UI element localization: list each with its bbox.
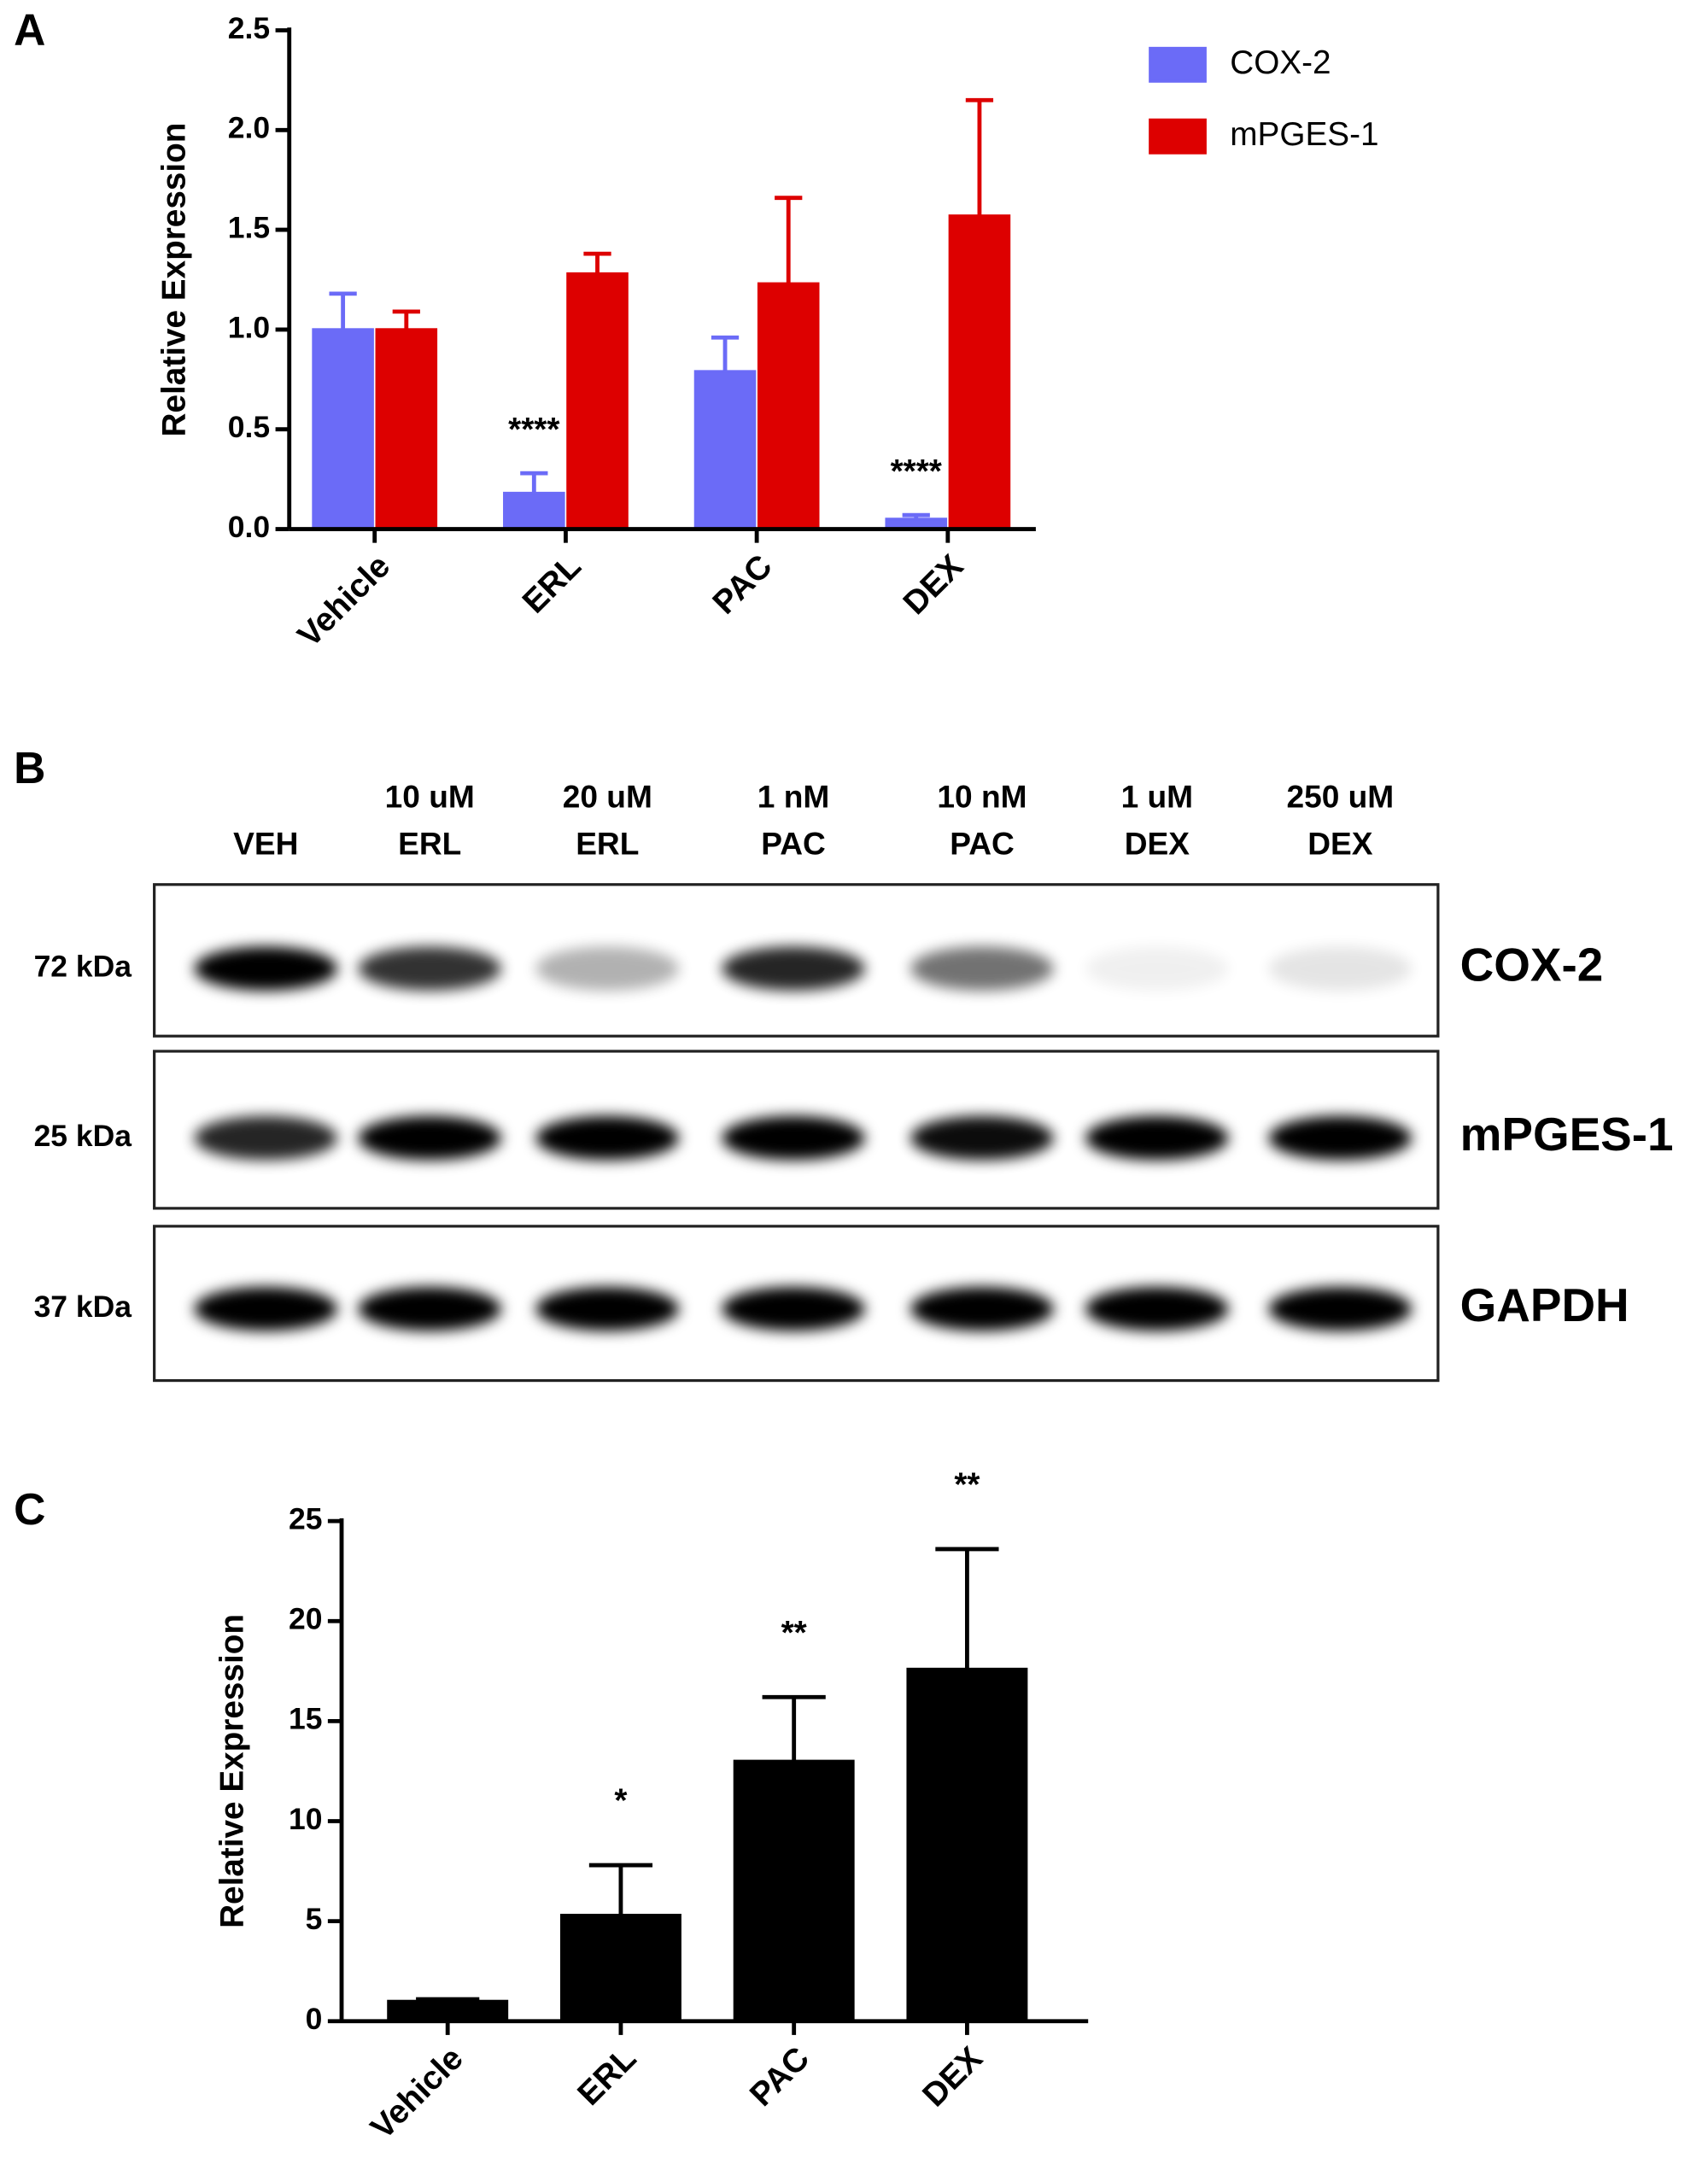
protein-label: GAPDH <box>1460 1278 1629 1331</box>
protein-label: COX-2 <box>1460 939 1604 991</box>
significance-label: **** <box>891 453 943 490</box>
significance-label: * <box>614 1783 628 1820</box>
blot-band <box>1268 1286 1413 1331</box>
marker-label: 25 kDa <box>34 1119 132 1153</box>
y-tick-label: 0 <box>306 2002 323 2036</box>
y-tick-label: 2.0 <box>228 111 270 145</box>
lane-label: VEH <box>233 825 298 861</box>
x-tick-label: PAC <box>743 2040 816 2114</box>
blot-band <box>1085 1115 1229 1161</box>
y-tick-label: 1.0 <box>228 310 270 344</box>
blot-band <box>194 1286 338 1331</box>
lane-label: DEX <box>1307 825 1373 861</box>
panel-label: B <box>14 743 45 793</box>
marker-label: 72 kDa <box>34 950 132 984</box>
protein-label: mPGES-1 <box>1460 1108 1674 1161</box>
x-tick-label: DEX <box>897 547 971 622</box>
lane-label: 1 nM <box>757 779 829 815</box>
lane-label: 10 uM <box>385 779 475 815</box>
significance-label: **** <box>508 412 560 448</box>
blot-band <box>722 946 865 991</box>
y-tick-label: 25 <box>289 1501 322 1535</box>
blot-band <box>910 946 1054 991</box>
y-tick-label: 5 <box>306 1902 323 1936</box>
legend-label: mPGES-1 <box>1230 116 1378 153</box>
marker-label: 37 kDa <box>34 1290 132 1324</box>
bar <box>503 491 565 531</box>
x-tick-label: Vehicle <box>364 2040 471 2147</box>
bar <box>948 214 1011 531</box>
bar <box>733 1759 855 2023</box>
lane-label: 250 uM <box>1286 779 1394 815</box>
lane-label: 1 uM <box>1121 779 1193 815</box>
y-tick-label: 15 <box>289 1702 322 1736</box>
y-tick-label: 2.5 <box>228 11 270 45</box>
x-tick-label: DEX <box>915 2040 990 2114</box>
bar <box>693 370 757 531</box>
blot-band <box>1268 946 1413 991</box>
panel-label: C <box>14 1484 45 1534</box>
y-axis-label: Relative Expression <box>156 123 193 437</box>
lane-label: DEX <box>1125 825 1190 861</box>
y-tick-label: 20 <box>289 1602 322 1636</box>
blot-band <box>1268 1115 1413 1161</box>
blot-band <box>910 1286 1054 1331</box>
blot-band <box>358 1286 502 1331</box>
bar <box>312 328 374 531</box>
blot-band <box>194 1115 338 1161</box>
blot-band <box>535 1286 680 1331</box>
lane-label: PAC <box>950 825 1015 861</box>
blot-band <box>1085 946 1229 991</box>
y-tick-label: 1.5 <box>228 210 270 244</box>
panel-label: A <box>14 4 45 54</box>
blot-band <box>194 946 338 991</box>
bar <box>566 272 629 531</box>
legend-label: COX-2 <box>1230 44 1331 81</box>
significance-label: ** <box>954 1467 980 1504</box>
x-tick-label: ERL <box>570 2040 643 2113</box>
bar <box>559 1913 681 2023</box>
lane-label: 10 nM <box>937 779 1027 815</box>
lane-label: PAC <box>761 825 826 861</box>
y-tick-label: 0.5 <box>228 410 270 444</box>
lane-label: 20 uM <box>563 779 652 815</box>
bar <box>387 1999 509 2023</box>
lane-label: ERL <box>576 825 639 861</box>
blot-band <box>358 1115 502 1161</box>
blot-band <box>1085 1286 1229 1331</box>
blot-band <box>535 1115 680 1161</box>
x-tick-label: PAC <box>705 547 779 621</box>
x-tick-label: Vehicle <box>290 547 397 654</box>
blot-band <box>535 946 680 991</box>
bar <box>757 282 820 531</box>
x-tick-label: ERL <box>516 547 588 620</box>
bar <box>375 328 438 531</box>
legend-swatch <box>1149 118 1207 155</box>
lane-label: ERL <box>398 825 461 861</box>
y-axis-label: Relative Expression <box>214 1614 250 1928</box>
bar <box>906 1667 1028 2023</box>
blot-band <box>722 1115 865 1161</box>
significance-label: ** <box>781 1615 808 1652</box>
y-tick-label: 10 <box>289 1802 322 1836</box>
blot-band <box>722 1286 865 1331</box>
legend-swatch <box>1149 46 1207 83</box>
y-tick-label: 0.0 <box>228 510 270 544</box>
blot-band <box>910 1115 1054 1161</box>
blot-band <box>358 946 502 991</box>
